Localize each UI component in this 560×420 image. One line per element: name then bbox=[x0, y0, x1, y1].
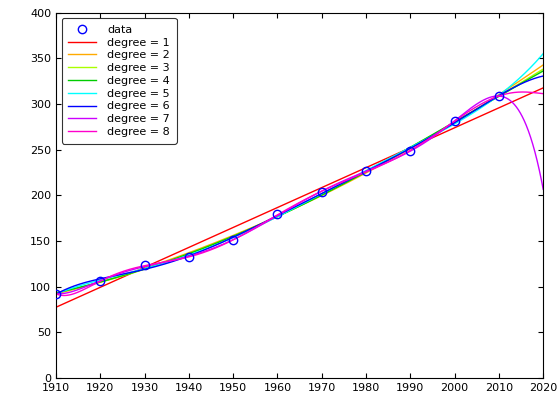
Line: degree = 5: degree = 5 bbox=[56, 54, 543, 294]
degree = 8 bbox=[78, 288, 85, 293]
degree = 3 bbox=[526, 75, 533, 80]
data bbox=[141, 263, 148, 268]
data bbox=[407, 148, 414, 153]
degree = 1 bbox=[277, 204, 283, 209]
degree = 3 bbox=[540, 67, 547, 72]
Line: degree = 8: degree = 8 bbox=[56, 92, 543, 296]
degree = 8 bbox=[519, 89, 526, 94]
degree = 5 bbox=[526, 66, 533, 71]
data bbox=[319, 190, 325, 195]
degree = 2 bbox=[290, 207, 296, 212]
degree = 3 bbox=[290, 207, 296, 212]
degree = 3 bbox=[77, 285, 84, 290]
degree = 1 bbox=[77, 294, 84, 299]
data bbox=[274, 212, 281, 217]
degree = 8 bbox=[290, 203, 296, 208]
degree = 2 bbox=[277, 213, 283, 218]
degree = 4 bbox=[525, 76, 532, 81]
Line: data: data bbox=[52, 92, 503, 298]
degree = 1 bbox=[53, 304, 59, 310]
degree = 4 bbox=[77, 284, 84, 289]
degree = 6 bbox=[525, 78, 532, 83]
degree = 7 bbox=[526, 131, 533, 136]
data bbox=[363, 168, 370, 173]
degree = 5 bbox=[77, 283, 84, 288]
degree = 6 bbox=[526, 78, 533, 83]
degree = 1 bbox=[526, 92, 533, 97]
Line: degree = 4: degree = 4 bbox=[56, 71, 543, 293]
degree = 3 bbox=[525, 75, 532, 80]
degree = 7 bbox=[436, 130, 443, 135]
degree = 8 bbox=[526, 90, 533, 95]
degree = 7 bbox=[78, 286, 85, 291]
degree = 4 bbox=[436, 128, 443, 133]
degree = 2 bbox=[526, 72, 533, 77]
Line: degree = 7: degree = 7 bbox=[56, 96, 543, 294]
degree = 6 bbox=[540, 74, 547, 79]
degree = 5 bbox=[290, 206, 296, 211]
degree = 5 bbox=[540, 51, 547, 56]
degree = 7 bbox=[494, 94, 501, 99]
Line: degree = 3: degree = 3 bbox=[56, 69, 543, 293]
degree = 6 bbox=[77, 281, 84, 286]
degree = 7 bbox=[53, 291, 59, 297]
degree = 7 bbox=[290, 204, 296, 209]
degree = 8 bbox=[436, 129, 443, 134]
Legend: data, degree = 1, degree = 2, degree = 3, degree = 4, degree = 5, degree = 6, de: data, degree = 1, degree = 2, degree = 3… bbox=[62, 18, 176, 144]
data bbox=[230, 237, 236, 242]
degree = 2 bbox=[53, 291, 59, 297]
data bbox=[97, 278, 104, 284]
degree = 8 bbox=[60, 293, 67, 298]
degree = 3 bbox=[53, 290, 59, 295]
degree = 3 bbox=[277, 213, 283, 218]
Line: degree = 1: degree = 1 bbox=[56, 88, 543, 307]
degree = 6 bbox=[53, 292, 59, 297]
data bbox=[185, 255, 192, 260]
Line: degree = 2: degree = 2 bbox=[56, 65, 543, 294]
data bbox=[53, 291, 59, 296]
Line: degree = 6: degree = 6 bbox=[56, 76, 543, 294]
degree = 2 bbox=[436, 129, 443, 134]
degree = 8 bbox=[277, 211, 283, 216]
degree = 1 bbox=[525, 92, 532, 97]
degree = 4 bbox=[53, 290, 59, 295]
degree = 5 bbox=[53, 291, 59, 297]
degree = 7 bbox=[277, 212, 283, 217]
degree = 8 bbox=[540, 91, 547, 96]
degree = 5 bbox=[436, 130, 443, 135]
degree = 2 bbox=[525, 72, 532, 77]
degree = 6 bbox=[436, 129, 443, 134]
degree = 8 bbox=[526, 90, 533, 95]
degree = 4 bbox=[277, 213, 283, 218]
degree = 6 bbox=[277, 212, 283, 217]
degree = 7 bbox=[55, 291, 62, 297]
degree = 6 bbox=[290, 205, 296, 210]
degree = 1 bbox=[436, 132, 443, 137]
degree = 1 bbox=[540, 85, 547, 90]
degree = 2 bbox=[540, 63, 547, 68]
degree = 5 bbox=[525, 67, 532, 72]
degree = 5 bbox=[277, 213, 283, 218]
degree = 7 bbox=[540, 187, 547, 192]
degree = 4 bbox=[526, 76, 533, 81]
data bbox=[496, 94, 502, 99]
degree = 3 bbox=[436, 129, 443, 134]
degree = 1 bbox=[290, 198, 296, 203]
degree = 4 bbox=[290, 207, 296, 212]
degree = 7 bbox=[526, 131, 533, 136]
data bbox=[451, 118, 458, 123]
degree = 4 bbox=[540, 68, 547, 74]
degree = 2 bbox=[77, 285, 84, 290]
degree = 8 bbox=[53, 291, 59, 296]
